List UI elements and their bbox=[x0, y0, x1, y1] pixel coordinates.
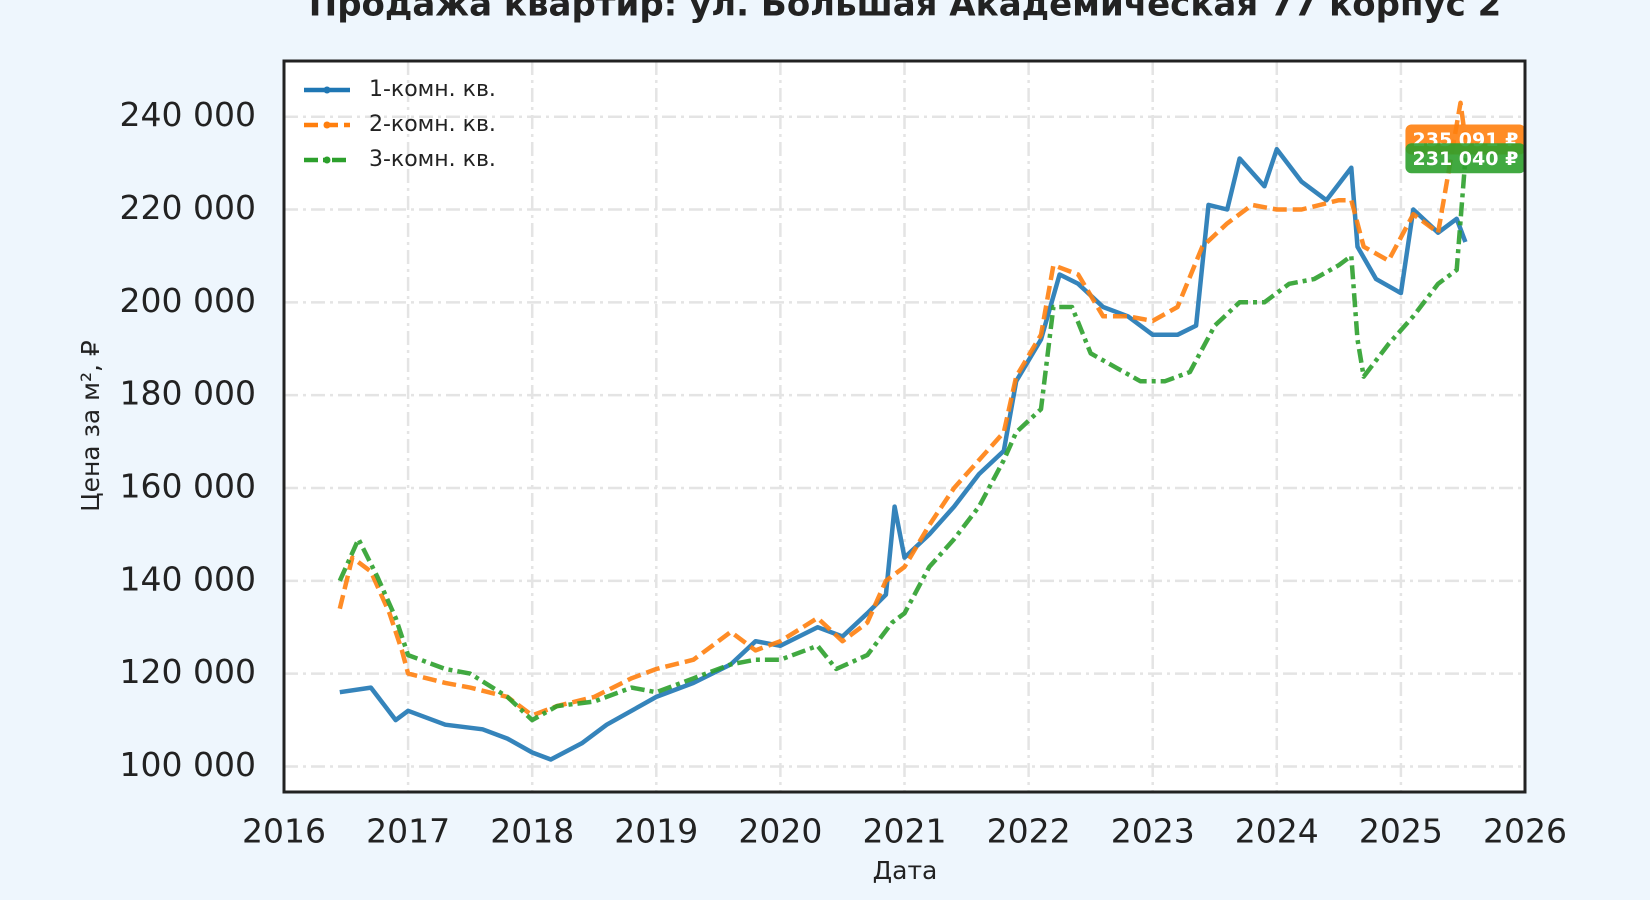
legend-marker bbox=[323, 156, 331, 164]
value-label: 231 040 ₽ bbox=[1413, 148, 1519, 170]
legend-label: 1-комн. кв. bbox=[369, 77, 496, 102]
legend-label: 2-комн. кв. bbox=[369, 112, 496, 137]
y-tick-label: 220 000 bbox=[120, 188, 256, 227]
y-tick-label: 240 000 bbox=[120, 95, 256, 134]
x-tick-label: 2024 bbox=[1235, 812, 1319, 851]
series-line bbox=[337, 158, 1468, 723]
x-tick-label: 2025 bbox=[1359, 812, 1443, 851]
value-label-box bbox=[1405, 143, 1526, 174]
grid bbox=[282, 61, 1527, 792]
y-tick-label: 100 000 bbox=[120, 745, 256, 784]
x-tick-label: 2023 bbox=[1111, 812, 1195, 851]
lines: 235 091 ₽231 040 ₽ bbox=[337, 100, 1526, 762]
x-tick-label: 2018 bbox=[490, 812, 574, 851]
y-tick-label: 200 000 bbox=[120, 281, 256, 320]
y-tick-label: 160 000 bbox=[120, 466, 256, 505]
x-tick-label: 2021 bbox=[863, 812, 947, 851]
x-tick-label: 2026 bbox=[1483, 812, 1567, 851]
legend-marker bbox=[323, 121, 331, 129]
x-tick-label: 2022 bbox=[987, 812, 1071, 851]
plot-frame bbox=[282, 59, 1527, 794]
series-line bbox=[339, 146, 1468, 762]
x-tick-label: 2020 bbox=[738, 812, 822, 851]
y-axis-label: Цена за м², ₽ bbox=[76, 340, 105, 512]
legend-label: 3-комн. кв. bbox=[369, 147, 496, 172]
x-tick-label: 2017 bbox=[366, 812, 450, 851]
y-tick-label: 140 000 bbox=[120, 559, 256, 598]
legend-marker bbox=[323, 86, 331, 94]
chart-title: Продажа квартир: ул. Большая Академическ… bbox=[309, 0, 1502, 25]
x-tick-label: 2019 bbox=[614, 812, 698, 851]
y-tick-label: 120 000 bbox=[120, 652, 256, 691]
y-tick-label: 180 000 bbox=[120, 374, 256, 413]
x-axis-label: Дата bbox=[873, 856, 938, 885]
x-tick-label: 2016 bbox=[242, 812, 326, 851]
